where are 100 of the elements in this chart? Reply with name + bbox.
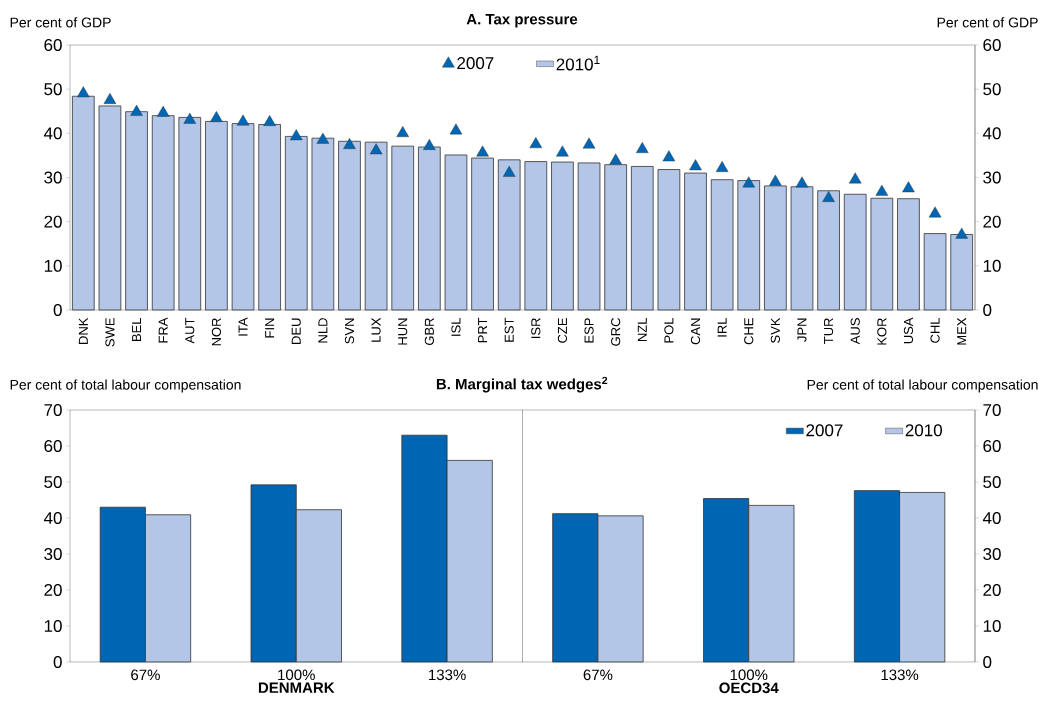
bar — [843, 193, 867, 311]
x-tick-label: LUX — [371, 317, 381, 342]
bar — [897, 198, 920, 311]
y2-tick-label: 50 — [983, 83, 1001, 96]
chart-title: B. Marginal tax wedges$^{2}$ — [436, 376, 608, 393]
point — [582, 137, 596, 149]
bar — [710, 179, 734, 311]
x-tick-label: IRL — [717, 317, 727, 337]
point — [476, 145, 489, 157]
y2-tick-label: 70 — [983, 403, 1001, 417]
x-tick-label: ITA — [238, 317, 248, 336]
legend-label: 2010 — [905, 424, 942, 437]
y-tick-label: 10 — [44, 259, 62, 272]
y2-tick-label: 20 — [983, 215, 1001, 228]
bar — [391, 145, 415, 311]
x-tick-label: NZL — [637, 317, 647, 342]
y2-tick-label: 0 — [983, 303, 992, 317]
bar — [524, 161, 548, 311]
point — [210, 111, 223, 122]
x-tick-label: ISR — [531, 318, 541, 338]
bar — [817, 190, 840, 311]
point — [263, 115, 276, 126]
x-tick-label: ISL — [451, 317, 461, 336]
x-tick-label: DNK — [78, 317, 88, 344]
y-tick-label: 60 — [44, 38, 62, 52]
point — [795, 176, 809, 188]
bar — [444, 154, 468, 311]
y-tick-label: 20 — [44, 215, 62, 228]
point — [742, 176, 756, 188]
point — [875, 184, 889, 196]
x-tick-label: ESP — [584, 318, 594, 343]
x-tick-label: BEL — [132, 317, 142, 342]
x-tick-label: 100% — [730, 669, 768, 681]
y2-tick-label: 30 — [983, 547, 1001, 561]
bar — [737, 180, 761, 311]
y2-tick-label: 60 — [983, 439, 1001, 453]
point — [396, 126, 409, 138]
text: OECD34 — [719, 682, 779, 694]
point — [955, 227, 968, 239]
y2-tick-label: 20 — [983, 583, 1001, 597]
point — [822, 191, 835, 202]
y2-tick-label: 50 — [983, 475, 1001, 489]
point — [423, 138, 436, 150]
point — [343, 138, 356, 149]
point — [77, 86, 90, 98]
point — [529, 137, 543, 149]
point — [609, 153, 622, 165]
x-tick-label: SVK — [770, 317, 780, 343]
bar — [923, 233, 947, 311]
x-tick-label: DEU — [291, 318, 301, 344]
x-tick-label: EST — [504, 317, 514, 342]
y-tick-label: 40 — [43, 511, 62, 525]
point — [502, 165, 516, 177]
x-tick-label: TUR — [824, 318, 834, 344]
y2-tick-label: 40 — [982, 511, 1001, 525]
point — [928, 206, 942, 218]
x-tick-label: CZE — [557, 318, 568, 343]
x-tick-label: 133% — [881, 669, 919, 681]
bar — [630, 166, 654, 311]
bar — [870, 197, 894, 311]
point — [848, 172, 862, 184]
x-tick-label: SWE — [105, 318, 115, 347]
x-tick-label: AUT — [185, 317, 195, 344]
x-tick-label: 133% — [429, 669, 466, 681]
legend-label: 2007 — [457, 57, 494, 70]
y-tick-label: 0 — [53, 303, 62, 317]
y-tick-label: 10 — [44, 619, 62, 633]
x-tick-label: FIN — [265, 318, 275, 338]
x-tick-label: POL — [664, 317, 674, 343]
bar — [364, 141, 388, 311]
x-tick-label: 67% — [583, 669, 613, 681]
point — [662, 150, 676, 162]
x-tick-label: 67% — [131, 669, 160, 681]
x-tick-label: GRC — [611, 318, 621, 346]
bar — [338, 140, 361, 311]
x-tick-label: GBR — [424, 318, 434, 346]
legend-label: 2010$^{1}$ — [556, 55, 600, 71]
point — [556, 145, 569, 157]
point — [156, 105, 170, 117]
x-tick-label: 100% — [278, 669, 315, 681]
y-tick-label: 30 — [44, 547, 62, 561]
y-tick-label: 60 — [44, 439, 62, 453]
x-tick-label: MEX — [957, 317, 967, 345]
point — [290, 129, 303, 141]
x-tick-label: SVN — [344, 318, 355, 344]
x-tick-label: AUS — [850, 318, 860, 345]
y-tick-label: 50 — [44, 83, 62, 96]
point — [769, 174, 782, 186]
bar — [497, 159, 521, 311]
point — [130, 104, 143, 116]
x-tick-label: KOR — [877, 318, 887, 345]
y-tick-label: 0 — [53, 655, 62, 669]
y-tick-label: 40 — [43, 127, 62, 140]
point — [369, 143, 383, 155]
y2-axis-title: Per cent of GDP — [937, 17, 1038, 28]
x-tick-label: CAN — [690, 318, 701, 345]
text: DENMARK — [258, 682, 335, 693]
point — [715, 161, 729, 172]
x-tick-label: NLD — [318, 318, 328, 343]
point — [236, 114, 250, 126]
